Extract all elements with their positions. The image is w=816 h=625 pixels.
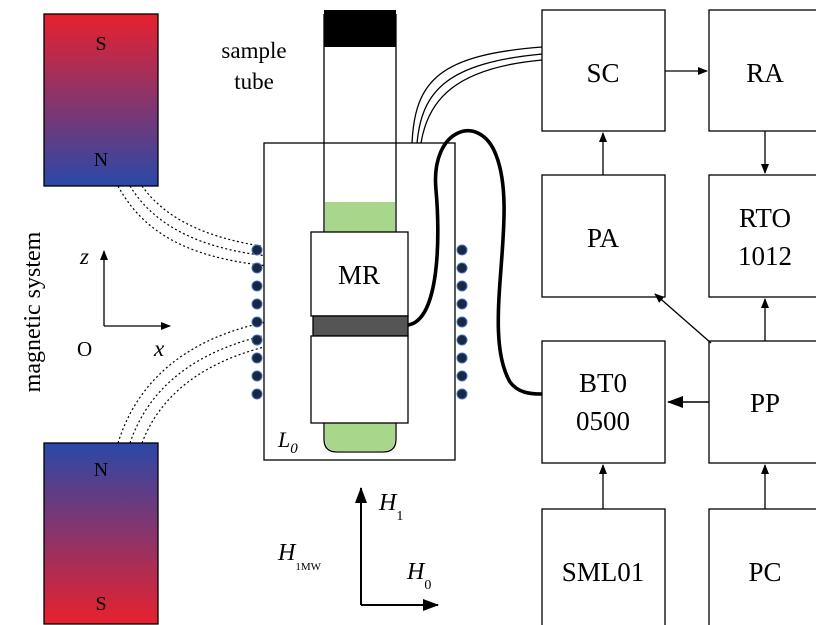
block-rto: RTO 1012 xyxy=(708,174,816,298)
magnet-bottom: N S xyxy=(43,442,159,625)
h0-label: H0 xyxy=(406,559,431,593)
sample-label-line2: tube xyxy=(234,69,274,94)
sample-tube xyxy=(323,10,397,453)
block-pc: PC xyxy=(708,508,816,625)
block-pp: PP xyxy=(708,340,816,464)
magnetic-system-label: magnetic system xyxy=(20,231,46,392)
svg-text:BT0: BT0 xyxy=(579,368,627,398)
svg-text:RA: RA xyxy=(746,58,784,88)
coil-label: L0 xyxy=(277,427,298,457)
block-sml: SML01 xyxy=(541,508,666,625)
h1mw-label: H1MW xyxy=(277,540,322,573)
liquid-bottom xyxy=(325,423,395,451)
magnet-top-pole-s: S xyxy=(95,33,106,55)
svg-text:PC: PC xyxy=(748,557,781,587)
resonator: MR xyxy=(310,231,409,424)
liquid-top xyxy=(325,202,395,232)
axis-origin-label: O xyxy=(77,337,92,361)
resonator-ring xyxy=(312,315,409,337)
axis-x-label: x xyxy=(153,336,165,361)
block-ra: RA xyxy=(708,9,816,132)
axis-z-label: z xyxy=(79,244,89,269)
magnet-bottom-pole-n: N xyxy=(94,459,108,481)
magnet-bottom-pole-s: S xyxy=(95,593,106,615)
block-sc: SC xyxy=(541,9,666,132)
field-vectors: H1 H1MW H0 xyxy=(277,487,439,611)
svg-text:SC: SC xyxy=(586,58,619,88)
block-arrows xyxy=(599,67,769,509)
svg-text:RTO: RTO xyxy=(739,203,791,233)
svg-text:0500: 0500 xyxy=(576,406,630,436)
resonator-label: MR xyxy=(338,260,380,290)
tube-cap xyxy=(324,10,396,47)
block-bt: BT0 0500 xyxy=(541,340,666,464)
magnet-top-pole-n: N xyxy=(94,149,108,171)
coil-windings xyxy=(251,244,468,400)
signal-cable xyxy=(411,46,543,144)
svg-text:PP: PP xyxy=(750,388,780,418)
block-pa: PA xyxy=(541,174,666,298)
coordinate-axes: z x O xyxy=(77,244,171,361)
svg-text:1012: 1012 xyxy=(738,241,792,271)
svg-text:SML01: SML01 xyxy=(562,557,645,587)
sample-label-line1: sample xyxy=(221,38,286,63)
magnet-top: S N xyxy=(43,13,159,187)
svg-text:PA: PA xyxy=(587,223,620,253)
h1-label: H1 xyxy=(378,490,403,524)
excitation-cable xyxy=(407,129,543,396)
